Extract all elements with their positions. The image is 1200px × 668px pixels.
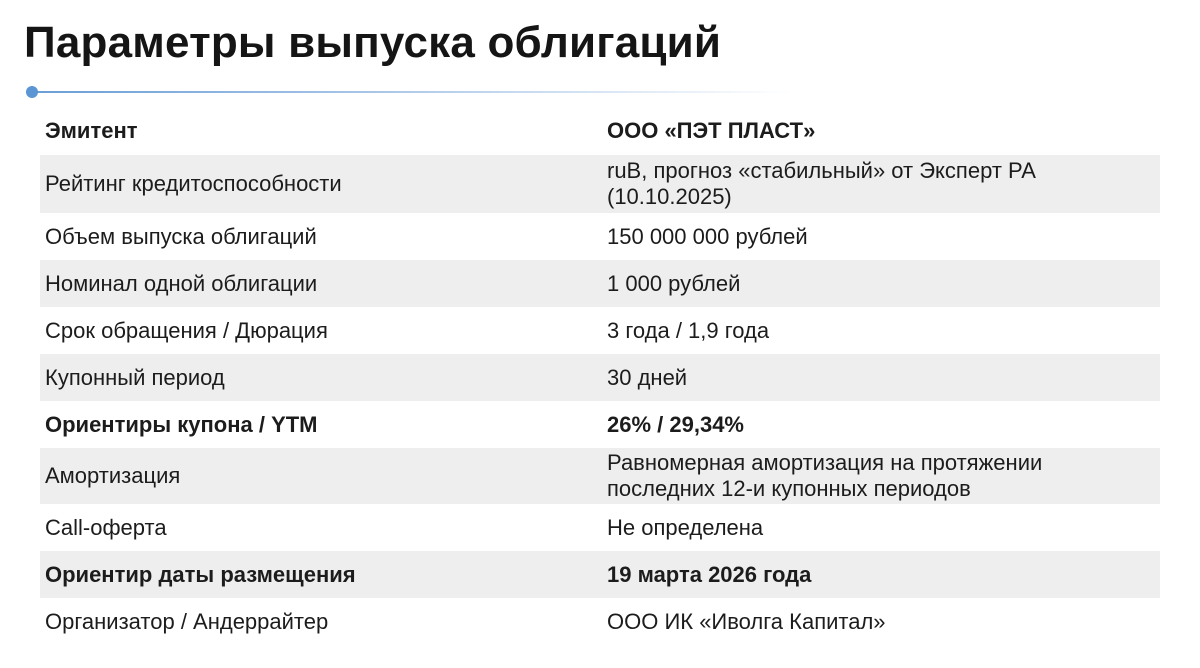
table-row-placement-date: Ориентир даты размещения 19 марта 2026 г… [40,551,1160,598]
table-row-issue-volume: Объем выпуска облигаций 150 000 000 рубл… [40,213,1160,260]
row-label: Рейтинг кредитоспособности [45,171,342,196]
table-row-organizer: Организатор / Андеррайтер ООО ИК «Иволга… [40,598,1160,645]
row-label: Амортизация [45,463,181,488]
table-row-coupon-period: Купонный период 30 дней [40,354,1160,401]
row-value: Не определена [607,514,764,540]
table-row-issuer: Эмитент ООО «ПЭТ ПЛАСТ» [40,107,1160,155]
row-label: Ориентир даты размещения [45,561,356,587]
table-row-amortization: Амортизация Равномерная амортизация на п… [40,448,1160,504]
row-value: 26% / 29,34% [607,411,744,437]
bond-parameters-table: Эмитент ООО «ПЭТ ПЛАСТ» Рейтинг кредитос… [40,107,1160,645]
row-value: ООО «ПЭТ ПЛАСТ» [607,118,816,143]
row-label: Эмитент [45,118,138,143]
table-row-term-duration: Срок обращения / Дюрация 3 года / 1,9 го… [40,307,1160,354]
row-label: Срок обращения / Дюрация [45,317,328,343]
row-value: 30 дней [607,364,688,390]
row-value: 1 000 рублей [607,270,741,296]
table-row-nominal: Номинал одной облигации 1 000 рублей [40,260,1160,307]
row-label: Номинал одной облигации [45,270,318,296]
row-value: Равномерная амортизация на протяжении по… [607,450,1043,501]
row-label: Организатор / Андеррайтер [45,608,329,634]
divider-dot-icon [26,86,38,98]
row-label: Call-оферта [45,514,167,540]
row-value: ООО ИК «Иволга Капитал» [607,608,886,634]
table-row-call-offer: Call-оферта Не определена [40,504,1160,551]
row-label: Ориентиры купона / YTM [45,411,318,437]
row-value: 150 000 000 рублей [607,223,808,249]
row-label: Купонный период [45,364,225,390]
table-row-credit-rating: Рейтинг кредитоспособности ruB, прогноз … [40,155,1160,213]
table-row-coupon-ytm: Ориентиры купона / YTM 26% / 29,34% [40,401,1160,448]
title-divider [32,91,792,93]
page-title: Параметры выпуска облигаций [24,18,722,67]
row-value: ruB, прогноз «стабильный» от Эксперт РА … [607,158,1036,209]
row-label: Объем выпуска облигаций [45,223,317,249]
row-value: 3 года / 1,9 года [607,317,770,343]
row-value: 19 марта 2026 года [607,561,812,587]
